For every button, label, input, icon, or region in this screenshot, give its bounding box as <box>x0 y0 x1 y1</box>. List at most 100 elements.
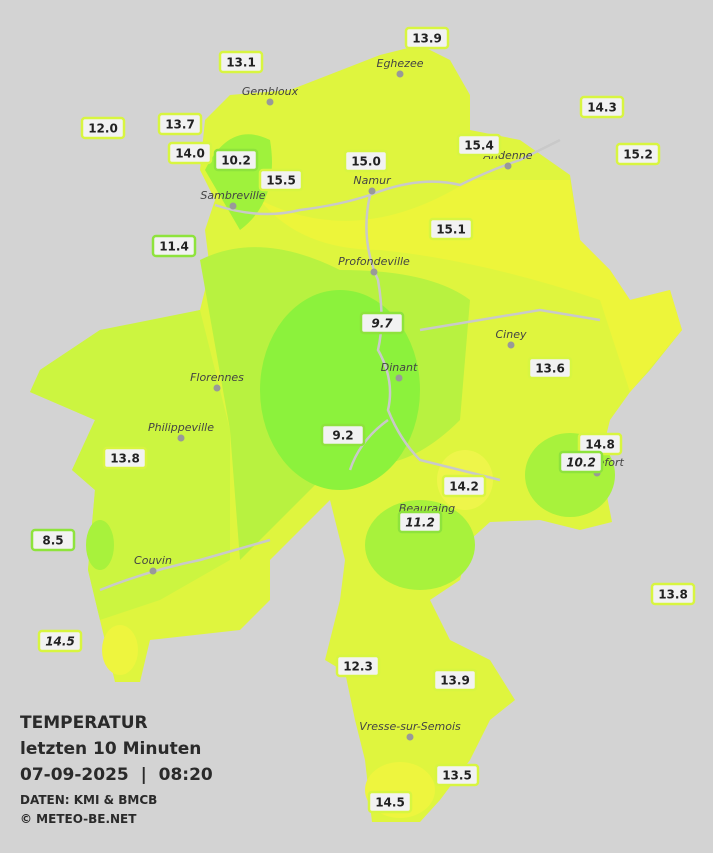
legend-text: DATEN: KMI & BMCB <box>20 793 157 807</box>
station: 13.8 <box>102 446 148 470</box>
station-box <box>335 654 381 678</box>
city-name: Namur <box>353 174 392 187</box>
station-box <box>558 450 604 474</box>
station-value: 10.2 <box>221 154 251 168</box>
station-box <box>650 582 696 606</box>
station-box <box>367 790 413 814</box>
city-name: Florennes <box>190 371 244 384</box>
station-value: 11.2 <box>405 516 435 530</box>
station-box <box>359 311 405 335</box>
station-value: 13.9 <box>440 674 470 688</box>
station-box <box>428 217 474 241</box>
city-name: Gembloux <box>242 85 299 98</box>
city-name: Eghezee <box>377 57 424 70</box>
legend-text: letzten 10 Minuten <box>20 739 201 759</box>
station: 14.2 <box>441 474 487 498</box>
station: 14.3 <box>579 95 625 119</box>
station: 13.6 <box>527 356 573 380</box>
station: 9.7 <box>359 311 405 335</box>
city-dot <box>149 567 157 575</box>
city-name: Profondeville <box>338 255 410 268</box>
station-value: 14.5 <box>375 796 405 810</box>
city-dot <box>395 374 403 382</box>
station: 11.2 <box>397 510 443 534</box>
station: 12.3 <box>335 654 381 678</box>
station-box <box>432 668 478 692</box>
city-name: Couvin <box>134 554 172 567</box>
station-box <box>397 510 443 534</box>
station: 11.4 <box>151 234 197 258</box>
city-name: Philippeville <box>148 421 214 434</box>
legend-text: 07-09-2025 | 08:20 <box>20 765 213 785</box>
station: 14.0 <box>167 141 213 165</box>
station-box <box>80 116 126 140</box>
station-value: 15.1 <box>436 223 466 237</box>
city-name: Sambreville <box>200 189 265 202</box>
city-dot <box>368 187 376 195</box>
station-value: 9.2 <box>332 429 353 443</box>
city-dot <box>406 733 414 741</box>
station-box <box>258 168 304 192</box>
station-value: 15.2 <box>623 148 653 162</box>
station: 15.4 <box>456 133 502 157</box>
station-box <box>320 423 366 447</box>
station-value: 13.1 <box>226 56 256 70</box>
station: 13.7 <box>157 112 203 136</box>
station: 12.0 <box>80 116 126 140</box>
station-value: 10.2 <box>566 456 596 470</box>
station-value: 15.5 <box>266 174 296 188</box>
station-value: 14.8 <box>585 438 615 452</box>
station-box <box>30 528 76 552</box>
station-value: 13.8 <box>658 588 688 602</box>
station: 13.5 <box>434 763 480 787</box>
station: 15.1 <box>428 217 474 241</box>
city-name: Vresse-sur-Semois <box>359 720 461 733</box>
city-name: Ciney <box>496 328 527 341</box>
station: 15.0 <box>343 149 389 173</box>
station-box <box>218 50 264 74</box>
station-value: 14.0 <box>175 147 205 161</box>
city-dot <box>177 434 185 442</box>
station-value: 13.5 <box>442 769 472 783</box>
station-value: 12.3 <box>343 660 373 674</box>
station-value: 12.0 <box>88 122 118 136</box>
legend-text: © METEO-BE.NET <box>20 812 137 826</box>
station: 13.9 <box>404 26 450 50</box>
station-box <box>151 234 197 258</box>
station-box <box>615 142 661 166</box>
city-dot <box>396 70 404 78</box>
station: 13.8 <box>650 582 696 606</box>
station: 10.2 <box>558 450 604 474</box>
station-box <box>441 474 487 498</box>
station: 10.2 <box>213 148 259 172</box>
station-box <box>404 26 450 50</box>
station: 14.8 <box>577 432 623 456</box>
legend-text: TEMPERATUR <box>20 713 148 733</box>
station-value: 14.5 <box>45 635 75 649</box>
station-box <box>456 133 502 157</box>
city-name: Dinant <box>381 361 418 374</box>
station-box <box>167 141 213 165</box>
station-box <box>102 446 148 470</box>
city-dot <box>370 268 378 276</box>
station-value: 9.7 <box>371 317 393 331</box>
station-box <box>157 112 203 136</box>
station-value: 14.3 <box>587 101 617 115</box>
station: 13.9 <box>432 668 478 692</box>
city-dot <box>229 202 237 210</box>
station: 9.2 <box>320 423 366 447</box>
station-value: 13.6 <box>535 362 565 376</box>
station-box <box>343 149 389 173</box>
station-value: 15.4 <box>464 139 494 153</box>
station-value: 11.4 <box>159 240 189 254</box>
station: 15.5 <box>258 168 304 192</box>
station-value: 13.9 <box>412 32 442 46</box>
station: 14.5 <box>367 790 413 814</box>
station: 14.5 <box>37 629 83 653</box>
station: 15.2 <box>615 142 661 166</box>
city-dot <box>507 341 515 349</box>
station: 13.1 <box>218 50 264 74</box>
station-box <box>579 95 625 119</box>
station-box <box>434 763 480 787</box>
